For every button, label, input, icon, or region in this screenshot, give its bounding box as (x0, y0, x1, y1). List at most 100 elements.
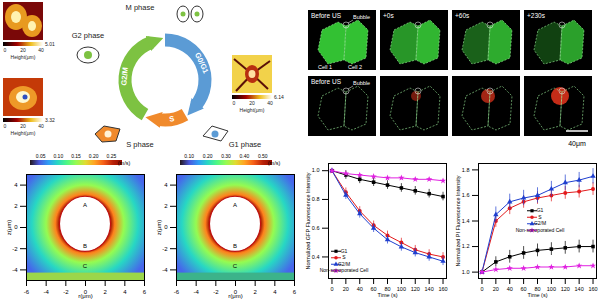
svg-text:+230s: +230s (527, 12, 546, 19)
svg-text:100: 100 (397, 286, 406, 292)
svg-text:60: 60 (371, 286, 377, 292)
svg-text:40: 40 (38, 123, 44, 129)
svg-text:(m/s): (m/s) (268, 160, 281, 166)
svg-text:G2/M: G2/M (119, 67, 130, 86)
svg-text:1.2: 1.2 (462, 243, 470, 249)
svg-text:z(μm): z(μm) (156, 220, 162, 235)
svg-text:z(μm): z(μm) (6, 220, 12, 235)
svg-text:Height(μm): Height(μm) (240, 107, 265, 113)
svg-text:6: 6 (143, 289, 147, 295)
svg-text:+0s: +0s (383, 12, 394, 19)
svg-text:(m/s): (m/s) (118, 160, 131, 166)
svg-text:r(μm): r(μm) (228, 293, 242, 299)
svg-text:Cell 1: Cell 1 (318, 64, 332, 70)
svg-text:4: 4 (14, 182, 18, 188)
svg-text:+60s: +60s (455, 12, 470, 19)
svg-text:1.8: 1.8 (462, 167, 470, 173)
svg-text:0.15: 0.15 (71, 153, 81, 159)
svg-text:S: S (538, 214, 542, 220)
svg-text:0.30: 0.30 (221, 153, 231, 159)
svg-text:-4: -4 (43, 289, 49, 295)
svg-text:140: 140 (575, 286, 584, 292)
svg-text:Normalized GFP Fluorescence In: Normalized GFP Fluorescence Intensity (305, 172, 311, 269)
svg-text:0: 0 (164, 224, 168, 230)
svg-text:4: 4 (164, 182, 168, 188)
svg-text:20: 20 (20, 123, 26, 129)
svg-text:C: C (83, 263, 88, 269)
svg-text:4: 4 (273, 289, 277, 295)
svg-text:-2: -2 (213, 289, 219, 295)
svg-text:M phase: M phase (126, 3, 155, 12)
svg-text:0: 0 (480, 286, 483, 292)
svg-text:0: 0 (330, 286, 333, 292)
svg-text:0.8: 0.8 (312, 196, 320, 202)
svg-text:6.14: 6.14 (274, 94, 284, 100)
svg-text:Bubble: Bubble (353, 14, 370, 20)
svg-text:60: 60 (521, 286, 527, 292)
svg-text:G0/G1: G0/G1 (193, 51, 210, 75)
svg-text:1.0: 1.0 (312, 167, 320, 173)
svg-text:0: 0 (14, 224, 18, 230)
svg-text:0.10: 0.10 (184, 153, 194, 159)
svg-text:Height(μm): Height(μm) (11, 130, 36, 136)
svg-text:Before US: Before US (311, 12, 342, 19)
svg-text:-2: -2 (162, 246, 168, 252)
svg-text:2: 2 (14, 203, 18, 209)
svg-text:0.20: 0.20 (203, 153, 213, 159)
svg-text:100: 100 (547, 286, 556, 292)
svg-text:0.25: 0.25 (107, 153, 117, 159)
svg-text:Non-sonoporated Cell: Non-sonoporated Cell (516, 227, 565, 233)
svg-text:120: 120 (411, 286, 420, 292)
svg-text:G1 phase: G1 phase (229, 140, 262, 149)
svg-text:Time (s): Time (s) (528, 292, 548, 298)
svg-text:0: 0 (4, 123, 7, 129)
svg-text:0.40: 0.40 (240, 153, 250, 159)
svg-text:140: 140 (425, 286, 434, 292)
svg-text:G1: G1 (341, 248, 348, 254)
svg-text:0.10: 0.10 (53, 153, 63, 159)
svg-text:B: B (83, 243, 87, 249)
svg-text:3.32: 3.32 (45, 117, 55, 123)
svg-text:20: 20 (249, 100, 255, 106)
svg-text:S phase: S phase (126, 140, 154, 149)
svg-text:2: 2 (164, 203, 168, 209)
svg-text:40μm: 40μm (568, 140, 586, 148)
svg-text:2: 2 (253, 289, 257, 295)
svg-text:160: 160 (588, 286, 597, 292)
svg-text:0: 0 (233, 100, 236, 106)
svg-text:40: 40 (357, 286, 363, 292)
svg-text:B: B (233, 243, 237, 249)
svg-text:2: 2 (103, 289, 107, 295)
svg-text:-4: -4 (162, 267, 168, 273)
svg-text:G2 phase: G2 phase (72, 31, 105, 40)
svg-text:120: 120 (561, 286, 570, 292)
svg-text:Cell 2: Cell 2 (348, 64, 362, 70)
svg-text:-2: -2 (63, 289, 69, 295)
svg-text:0.20: 0.20 (89, 153, 99, 159)
svg-text:0.4: 0.4 (312, 254, 320, 260)
svg-text:Bubble: Bubble (353, 80, 370, 86)
svg-text:-6: -6 (174, 289, 180, 295)
svg-text:S: S (342, 254, 346, 260)
svg-text:G1: G1 (537, 207, 544, 213)
svg-text:0.6: 0.6 (312, 225, 320, 231)
svg-text:1.0: 1.0 (462, 269, 470, 275)
svg-text:Non-sonoporated Cell: Non-sonoporated Cell (320, 267, 369, 273)
svg-text:Time (s): Time (s) (378, 292, 398, 298)
svg-text:4: 4 (123, 289, 127, 295)
svg-text:0.50: 0.50 (258, 153, 268, 159)
svg-text:40: 40 (38, 47, 44, 53)
svg-text:-4: -4 (193, 289, 199, 295)
svg-text:-4: -4 (12, 267, 18, 273)
svg-text:G2/M: G2/M (534, 220, 546, 226)
svg-text:1.4: 1.4 (462, 218, 470, 224)
svg-text:40: 40 (507, 286, 513, 292)
svg-text:A: A (233, 202, 237, 208)
svg-text:40: 40 (267, 100, 273, 106)
svg-text:20: 20 (20, 47, 26, 53)
svg-text:20: 20 (343, 286, 349, 292)
svg-text:Before US: Before US (311, 78, 342, 85)
svg-text:-2: -2 (12, 246, 18, 252)
svg-text:160: 160 (438, 286, 447, 292)
svg-text:0.05: 0.05 (36, 153, 46, 159)
